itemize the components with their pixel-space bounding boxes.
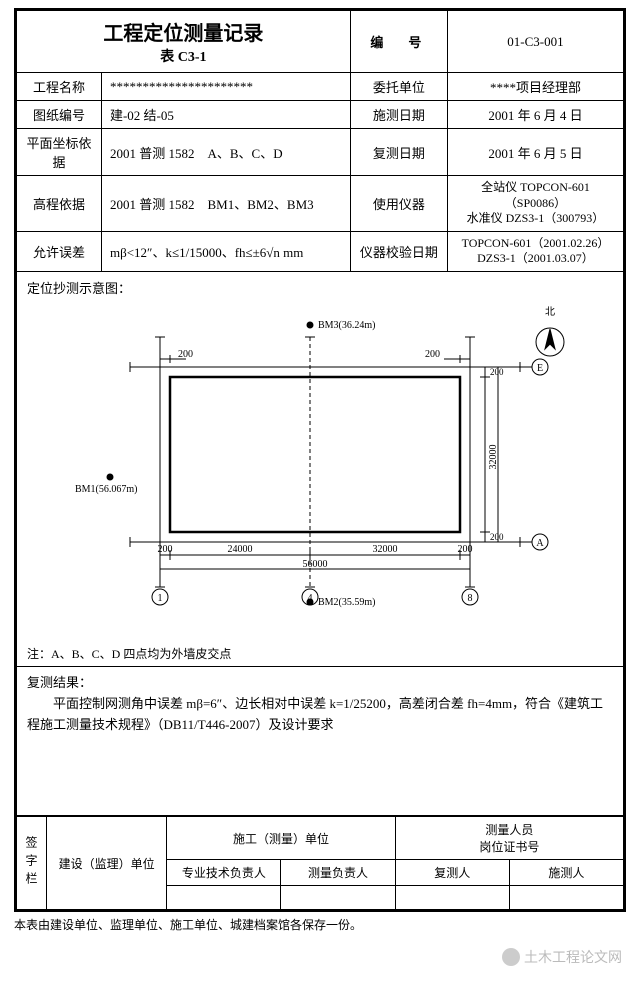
sign-blank xyxy=(281,886,395,910)
row4-v2: 全站仪 TOPCON-601（SP0086） 水准仪 DZS3-1（300793… xyxy=(447,176,623,232)
svg-text:BM3(36.24m): BM3(36.24m) xyxy=(318,320,376,331)
svg-text:BM1(56.067m): BM1(56.067m) xyxy=(75,484,138,495)
watermark-text: 土木工程论文网 xyxy=(524,947,622,967)
row1-l1: 工程名称 xyxy=(17,73,102,101)
row1-v2: ****项目经理部 xyxy=(447,73,623,101)
svg-text:32000: 32000 xyxy=(373,544,398,555)
header-table: 工程定位测量记录 表 C3-1 编 号 01-C3-001 工程名称 *****… xyxy=(16,10,624,272)
watermark: 土木工程论文网 xyxy=(502,947,622,967)
svg-text:200: 200 xyxy=(490,367,504,377)
sign-side: 签字栏 xyxy=(17,817,47,910)
signature-table: 签字栏 建设（监理）单位 施工（测量）单位 测量人员 岗位证书号 专业技术负责人… xyxy=(16,816,624,910)
row4-v1: 2001 普测 1582 BM1、BM2、BM3 xyxy=(101,176,350,232)
sign-blank xyxy=(167,886,281,910)
row1-l2: 委托单位 xyxy=(350,73,447,101)
sign-c7: 施测人 xyxy=(509,860,623,886)
svg-text:200: 200 xyxy=(458,544,473,555)
result-section: 复测结果： 平面控制网测角中误差 mβ=6″、边长相对中误差 k=1/25200… xyxy=(16,667,624,816)
footer-note: 本表由建设单位、监理单位、施工单位、城建档案馆各保存一份。 xyxy=(14,916,626,933)
diagram-note: 注：A、B、C、D 四点均为外墙皮交点 xyxy=(27,645,613,662)
sign-c3: 测量人员 岗位证书号 xyxy=(395,817,623,860)
svg-text:32000: 32000 xyxy=(488,444,499,469)
svg-text:E: E xyxy=(537,363,543,374)
svg-text:24000: 24000 xyxy=(228,544,253,555)
row3-v1: 2001 普测 1582 A、B、C、D xyxy=(101,129,350,176)
wechat-icon xyxy=(502,948,520,966)
sign-blank xyxy=(509,886,623,910)
row4-l1: 高程依据 xyxy=(17,176,102,232)
svg-text:200: 200 xyxy=(178,349,193,360)
row2-v2: 2001 年 6 月 4 日 xyxy=(447,101,623,129)
sign-c4: 专业技术负责人 xyxy=(167,860,281,886)
svg-text:1: 1 xyxy=(158,593,163,604)
survey-diagram: 北 xyxy=(27,297,613,637)
svg-text:4: 4 xyxy=(308,593,313,604)
code-value: 01-C3-001 xyxy=(447,11,623,73)
result-body: 平面控制网测角中误差 mβ=6″、边长相对中误差 k=1/25200，高差闭合差… xyxy=(27,694,613,736)
sign-c5: 测量负责人 xyxy=(281,860,395,886)
row3-v2: 2001 年 6 月 5 日 xyxy=(447,129,623,176)
svg-text:8: 8 xyxy=(468,593,473,604)
row2-l2: 施测日期 xyxy=(350,101,447,129)
row4-l2: 使用仪器 xyxy=(350,176,447,232)
svg-text:56000: 56000 xyxy=(303,559,328,570)
svg-text:200: 200 xyxy=(490,532,504,542)
svg-text:A: A xyxy=(536,538,544,549)
row3-l1: 平面坐标依据 xyxy=(17,129,102,176)
svg-text:BM2(35.59m): BM2(35.59m) xyxy=(318,597,376,608)
doc-subtitle: 表 C3-1 xyxy=(17,46,350,66)
code-label: 编 号 xyxy=(350,11,447,73)
north-icon: 北 xyxy=(536,306,564,356)
row3-l2: 复测日期 xyxy=(350,129,447,176)
row5-l1: 允许误差 xyxy=(17,231,102,271)
row5-v2: TOPCON-601（2001.02.26） DZS3-1（2001.03.07… xyxy=(447,231,623,271)
doc-title: 工程定位测量记录 xyxy=(17,17,350,46)
svg-text:200: 200 xyxy=(425,349,440,360)
sign-blank xyxy=(395,886,509,910)
diagram-title: 定位抄测示意图： xyxy=(27,278,613,297)
diagram-section: 定位抄测示意图： 北 xyxy=(16,272,624,667)
row2-v1: 建-02 结-05 xyxy=(101,101,350,129)
row5-l2: 仪器校验日期 xyxy=(350,231,447,271)
result-title: 复测结果： xyxy=(27,673,613,694)
row2-l1: 图纸编号 xyxy=(17,101,102,129)
svg-text:200: 200 xyxy=(158,544,173,555)
sign-c1: 建设（监理）单位 xyxy=(47,817,167,910)
row5-v1: mβ<12″、k≤1/15000、fh≤±6√n mm xyxy=(101,231,350,271)
sign-c2: 施工（测量）单位 xyxy=(167,817,395,860)
svg-text:北: 北 xyxy=(545,306,555,318)
row1-v1: ********************** xyxy=(101,73,350,101)
sign-c6: 复测人 xyxy=(395,860,509,886)
